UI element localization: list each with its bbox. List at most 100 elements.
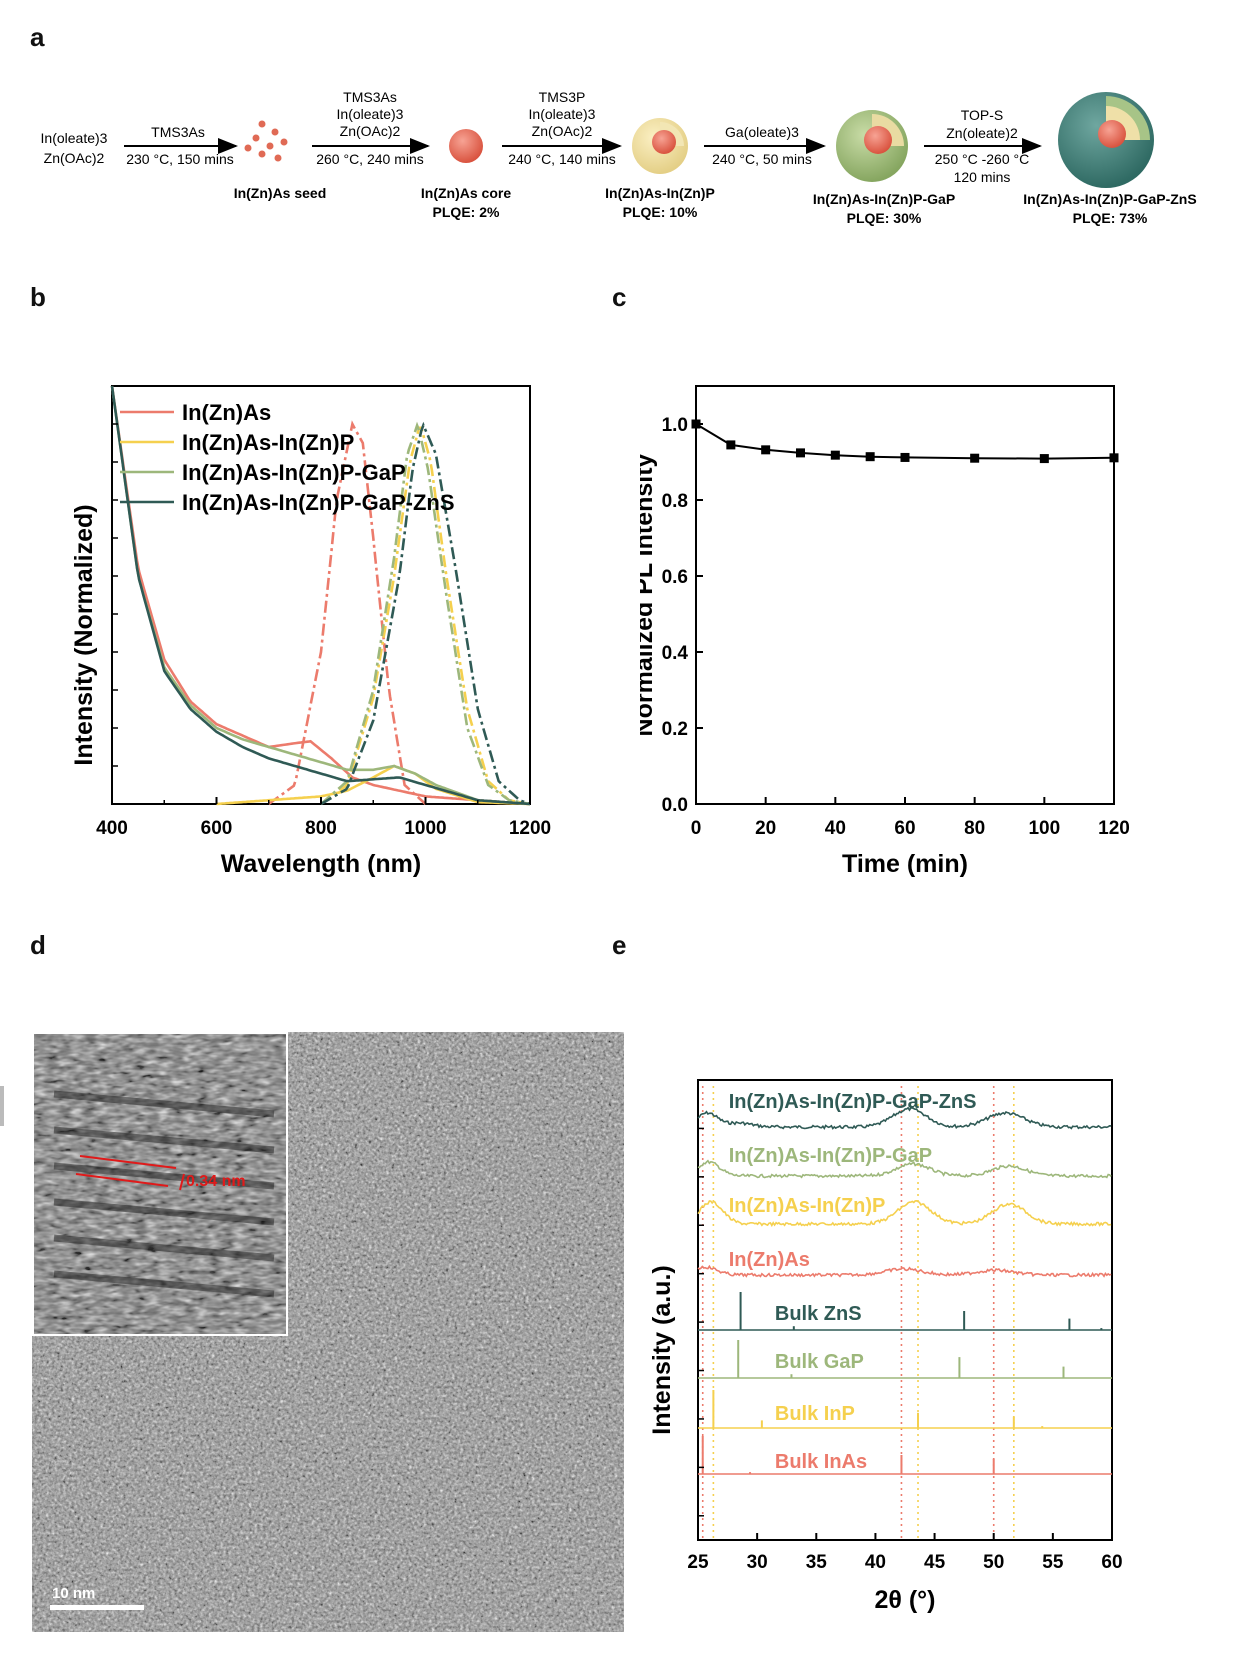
product-inp-label: In(Zn)As-In(Zn)P	[605, 185, 715, 201]
start-reagent-2: Zn(OAc)2	[44, 150, 105, 166]
x-tick-label: 400	[96, 818, 128, 839]
x-tick-label: 600	[201, 818, 233, 839]
step4-condition: 240 °C, 50 mins	[712, 151, 812, 167]
x-tick-label: 35	[806, 1552, 828, 1573]
pl-stability-chart: 0 20 40 60 80 100 120 0.0 0.2 0.4 0.6 0.8 1.0 Time (m…	[640, 385, 1130, 878]
y-tick-label: 0.2	[662, 719, 688, 740]
y-tick-label: 0.6	[662, 567, 688, 588]
step5-condition-1: 250 °C -260 °C	[935, 151, 1029, 167]
tem-image: 0.34 nm 10 nm	[32, 1032, 624, 1632]
lattice-fringe-line-2	[75, 1173, 169, 1187]
core-shell-particle-icon	[632, 118, 688, 174]
data-point	[970, 453, 980, 463]
product-gap-plqe: PLQE: 30%	[847, 210, 922, 226]
legend-label: In(Zn)As-In(Zn)P	[182, 430, 354, 455]
step2-reagent-2: In(oleate)3	[337, 106, 404, 122]
series-label: In(Zn)As-In(Zn)P	[729, 1195, 886, 1217]
x-tick-label: 45	[924, 1552, 946, 1573]
plot-frame	[697, 1079, 1113, 1541]
legend-label: In(Zn)As	[182, 400, 271, 425]
y-axis-title: Intensity (Normalized)	[70, 504, 98, 765]
page-edge-marker	[0, 1086, 4, 1126]
x-tick-label: 50	[983, 1552, 1004, 1573]
series-label: Bulk InAs	[775, 1451, 867, 1473]
data-point	[865, 452, 875, 462]
series-label: In(Zn)As	[729, 1249, 810, 1271]
emission-line	[268, 420, 427, 806]
xrd-chart: In(Zn)As-In(Zn)P-GaP-ZnS In(Zn)As-In(Zn)P…	[648, 1079, 1123, 1614]
series-label: Bulk ZnS	[775, 1303, 862, 1325]
xrd-pattern	[697, 1159, 1112, 1179]
product-core-label: In(Zn)As core	[421, 185, 511, 201]
series-label: In(Zn)As-In(Zn)P-GaP	[729, 1145, 932, 1167]
start-reagent-1: In(oleate)3	[41, 130, 108, 146]
step5-reagent-1: TOP-S	[961, 107, 1004, 123]
x-tick-label: 60	[894, 818, 915, 839]
data-point	[1109, 453, 1119, 463]
x-tick-label: 0	[691, 818, 702, 839]
y-tick-label: 0.8	[662, 491, 688, 512]
step1-condition: 230 °C, 150 mins	[126, 151, 234, 167]
panel-label-c: c	[612, 282, 627, 312]
absorption-emission-chart: 400 600 800 1000 1200 Wavelength (nm) Intensit…	[70, 385, 551, 878]
panel-label-d: d	[30, 930, 46, 960]
x-tick-label: 80	[964, 818, 985, 839]
step2-reagent-3: Zn(OAc)2	[340, 123, 401, 139]
x-tick-label: 120	[1098, 818, 1130, 839]
data-point	[1039, 454, 1049, 464]
x-tick-label: 40	[865, 1552, 886, 1573]
step3-reagent-2: In(oleate)3	[529, 106, 596, 122]
product-gap-label: In(Zn)As-In(Zn)P-GaP	[813, 191, 955, 207]
x-tick-label: 40	[825, 818, 846, 839]
x-tick-label: 60	[1101, 1552, 1122, 1573]
series-label: Bulk InP	[775, 1403, 855, 1425]
x-tick-label: 55	[1042, 1552, 1064, 1573]
step3-reagent-3: Zn(OAc)2	[532, 123, 593, 139]
seed-particles-icon	[244, 120, 288, 162]
product-zns-plqe: PLQE: 73%	[1073, 210, 1148, 226]
step4-reagent: Ga(oleate)3	[725, 124, 799, 140]
x-axis-title: Wavelength (nm)	[221, 850, 421, 878]
zns-shell-particle-icon	[1058, 92, 1154, 188]
series-label: In(Zn)As-In(Zn)P-GaP-ZnS	[729, 1091, 977, 1113]
y-tick-label: 0.4	[662, 643, 689, 664]
lattice-fringe-line-1	[79, 1155, 177, 1169]
data-point	[796, 448, 805, 458]
emission-line	[320, 421, 531, 806]
panel-label-b: b	[30, 282, 46, 312]
lattice-marker	[179, 1173, 185, 1191]
xrd-pattern	[697, 1106, 1112, 1131]
tem-inset-hrtem: 0.34 nm	[32, 1032, 288, 1336]
scale-bar	[50, 1605, 144, 1610]
absorption-line	[110, 385, 531, 806]
product-zns-label: In(Zn)As-In(Zn)P-GaP-ZnS	[1023, 191, 1196, 207]
legend-label: In(Zn)As-In(Zn)P-GaP-ZnS	[182, 490, 455, 515]
emission-line	[320, 426, 531, 806]
step3-condition: 240 °C, 140 mins	[508, 151, 616, 167]
data-point	[761, 445, 771, 455]
x-axis-title: 2θ (°)	[874, 1586, 935, 1614]
scale-bar-label: 10 nm	[52, 1585, 96, 1602]
product-core-plqe: PLQE: 2%	[433, 204, 500, 220]
data-point	[726, 440, 736, 450]
x-tick-label: 100	[1028, 818, 1060, 839]
data-point	[900, 452, 910, 462]
x-tick-label: 1200	[509, 818, 551, 839]
synthesis-scheme: In(oleate)3 Zn(OAc)2 TMS3As 230 °C, 150 …	[41, 89, 1197, 226]
data-point	[830, 450, 840, 460]
legend-label: In(Zn)As-In(Zn)P-GaP	[182, 460, 406, 485]
x-tick-label: 30	[747, 1552, 768, 1573]
x-tick-label: 25	[687, 1552, 709, 1573]
product-seed-label: In(Zn)As seed	[234, 185, 327, 201]
step3-reagent-1: TMS3P	[539, 89, 586, 105]
x-tick-label: 1000	[404, 818, 446, 839]
y-axis-title: Intensity (a.u.)	[648, 1265, 676, 1434]
x-axis-title: Time (min)	[842, 850, 968, 878]
step5-condition-2: 120 mins	[954, 169, 1011, 185]
step2-reagent-1: TMS3As	[343, 89, 397, 105]
series-label: Bulk GaP	[775, 1351, 864, 1373]
x-tick-label: 20	[755, 818, 776, 839]
y-tick-label: 0.0	[662, 795, 688, 816]
xrd-pattern	[697, 1199, 1112, 1228]
step2-condition: 260 °C, 240 mins	[316, 151, 424, 167]
